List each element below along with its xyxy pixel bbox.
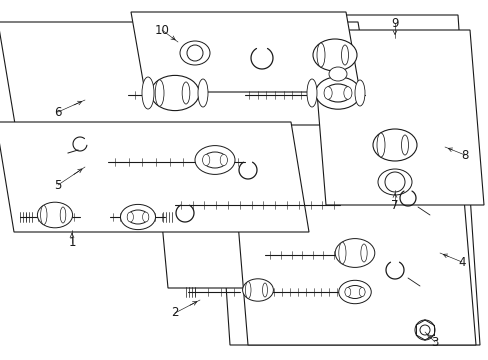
Ellipse shape <box>195 145 235 174</box>
Ellipse shape <box>328 67 346 81</box>
Polygon shape <box>131 12 359 92</box>
Ellipse shape <box>142 212 148 222</box>
Text: 8: 8 <box>460 149 468 162</box>
Ellipse shape <box>142 77 154 109</box>
Text: 5: 5 <box>54 179 61 192</box>
Circle shape <box>384 172 404 192</box>
Text: 3: 3 <box>430 336 438 348</box>
Ellipse shape <box>344 287 350 297</box>
Text: 4: 4 <box>457 256 465 269</box>
Ellipse shape <box>37 202 72 228</box>
Ellipse shape <box>202 154 209 166</box>
Text: 2: 2 <box>171 306 179 320</box>
Ellipse shape <box>220 154 227 166</box>
Ellipse shape <box>150 75 199 111</box>
Ellipse shape <box>242 279 273 301</box>
Ellipse shape <box>306 79 316 107</box>
Polygon shape <box>229 125 475 345</box>
Ellipse shape <box>182 82 189 104</box>
Ellipse shape <box>203 152 226 168</box>
Ellipse shape <box>324 87 331 99</box>
Ellipse shape <box>338 280 370 304</box>
Polygon shape <box>0 122 308 232</box>
Ellipse shape <box>120 204 155 230</box>
Text: 7: 7 <box>390 198 398 212</box>
Ellipse shape <box>343 87 351 99</box>
Ellipse shape <box>338 242 346 264</box>
Text: 10: 10 <box>154 23 169 36</box>
Ellipse shape <box>41 206 47 225</box>
Ellipse shape <box>359 287 365 297</box>
Circle shape <box>186 45 203 61</box>
Polygon shape <box>311 30 483 205</box>
Polygon shape <box>0 22 377 142</box>
Text: 1: 1 <box>68 237 76 249</box>
Ellipse shape <box>334 239 374 267</box>
Ellipse shape <box>155 80 163 106</box>
Text: 6: 6 <box>54 105 61 118</box>
Ellipse shape <box>312 39 356 71</box>
Polygon shape <box>207 15 479 345</box>
Ellipse shape <box>127 210 148 224</box>
Ellipse shape <box>376 133 384 157</box>
Ellipse shape <box>324 84 351 102</box>
Ellipse shape <box>341 45 348 65</box>
Ellipse shape <box>316 43 325 67</box>
Ellipse shape <box>198 79 207 107</box>
Ellipse shape <box>315 77 360 109</box>
Ellipse shape <box>345 285 364 298</box>
Ellipse shape <box>60 207 66 223</box>
Ellipse shape <box>372 129 416 161</box>
Ellipse shape <box>180 41 209 65</box>
Ellipse shape <box>401 135 407 155</box>
Circle shape <box>414 320 434 340</box>
Ellipse shape <box>262 283 267 297</box>
Text: 9: 9 <box>390 17 398 30</box>
Ellipse shape <box>377 169 411 195</box>
Ellipse shape <box>360 244 366 262</box>
Ellipse shape <box>354 80 364 106</box>
Ellipse shape <box>127 212 133 222</box>
Circle shape <box>419 325 429 335</box>
Ellipse shape <box>245 282 250 298</box>
Polygon shape <box>150 93 425 288</box>
